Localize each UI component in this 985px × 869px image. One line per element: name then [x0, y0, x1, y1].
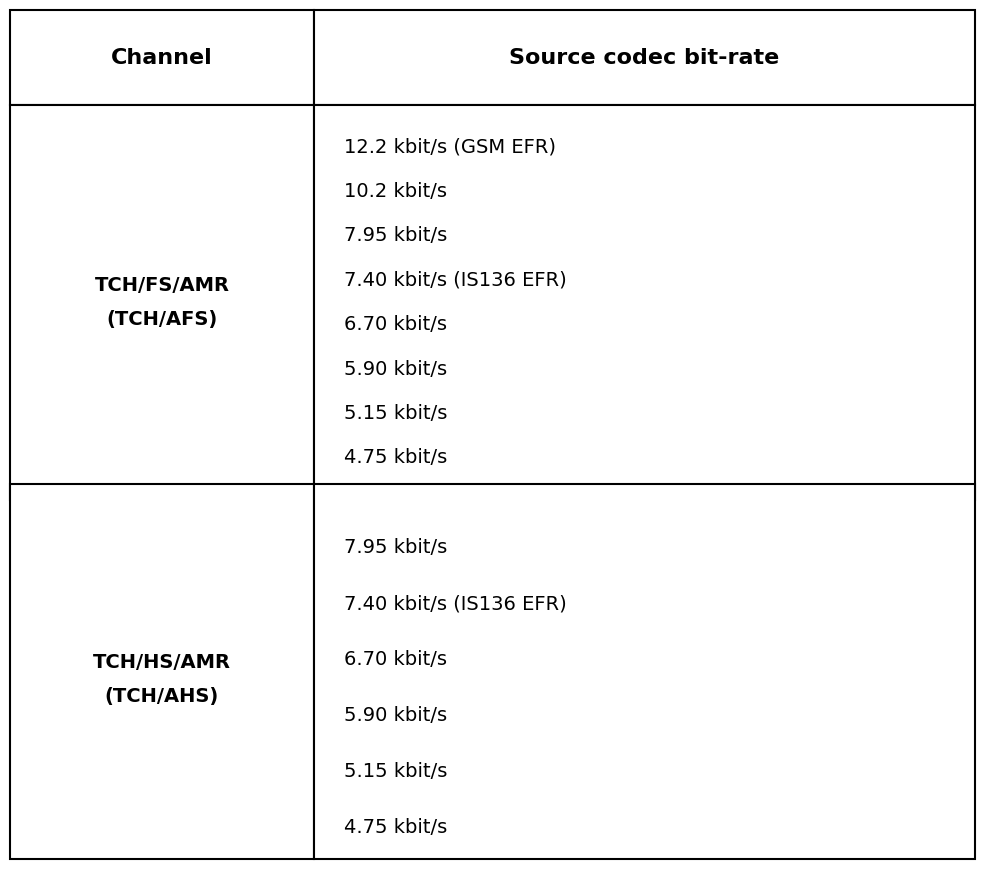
Text: 4.75 kbit/s: 4.75 kbit/s [344, 818, 447, 837]
Text: 5.90 kbit/s: 5.90 kbit/s [344, 706, 447, 725]
Bar [10, 10, 314, 105]
Text: TCH/FS/AMR
(TCH/AFS): TCH/FS/AMR (TCH/AFS) [95, 276, 230, 329]
Text: TCH/HS/AMR
(TCH/AHS): TCH/HS/AMR (TCH/AHS) [93, 653, 231, 706]
Text: 4.75 kbit/s: 4.75 kbit/s [344, 448, 447, 468]
Text: 5.90 kbit/s: 5.90 kbit/s [344, 360, 447, 379]
Text: 5.15 kbit/s: 5.15 kbit/s [344, 404, 447, 423]
Text: 7.95 kbit/s: 7.95 kbit/s [344, 227, 447, 245]
Text: 10.2 kbit/s: 10.2 kbit/s [344, 182, 447, 201]
Text: 7.95 kbit/s: 7.95 kbit/s [344, 539, 447, 557]
Text: Source codec bit-rate: Source codec bit-rate [509, 48, 779, 68]
Bar [314, 10, 975, 105]
Text: 6.70 kbit/s: 6.70 kbit/s [344, 650, 447, 669]
Text: Channel: Channel [111, 48, 213, 68]
Bar [314, 484, 975, 859]
Bar [10, 105, 314, 500]
Text: 5.15 kbit/s: 5.15 kbit/s [344, 762, 447, 780]
Text: 7.40 kbit/s (IS136 EFR): 7.40 kbit/s (IS136 EFR) [344, 594, 566, 614]
Bar [314, 105, 975, 500]
Bar [10, 484, 314, 859]
Text: 12.2 kbit/s (GSM EFR): 12.2 kbit/s (GSM EFR) [344, 137, 556, 156]
Text: 6.70 kbit/s: 6.70 kbit/s [344, 315, 447, 335]
Text: 7.40 kbit/s (IS136 EFR): 7.40 kbit/s (IS136 EFR) [344, 271, 566, 290]
